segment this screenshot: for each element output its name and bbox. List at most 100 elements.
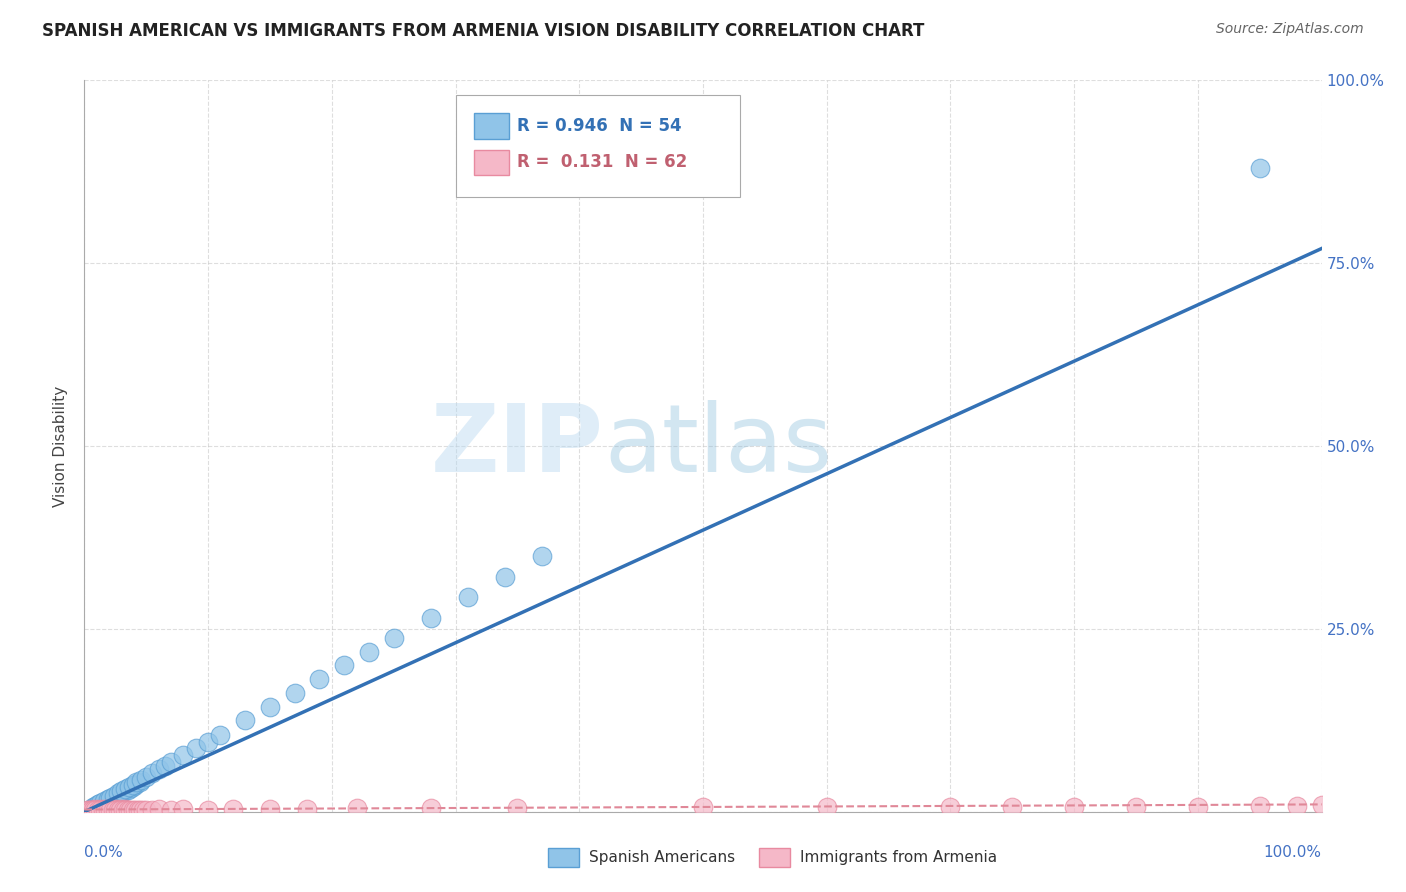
Point [284,686,307,700]
Point [939,800,962,814]
Point [121,803,143,817]
Text: 100.0%: 100.0% [1264,845,1322,860]
Point [121,778,143,792]
Point [97,792,120,806]
Point [117,803,139,817]
Point [114,803,136,817]
Point [96,795,118,809]
FancyBboxPatch shape [456,95,740,197]
Point [333,658,356,673]
Point [110,802,132,816]
Point [82,803,104,817]
Point [129,772,152,787]
Point [87,803,110,817]
Point [84,798,107,813]
Point [1249,161,1271,175]
Point [98,790,121,805]
Point [98,802,121,816]
Point [382,632,405,646]
Point [419,611,441,625]
Point [94,803,117,817]
Bar [474,113,509,139]
Point [104,790,127,805]
Point [87,803,110,817]
Point [111,803,134,817]
Point [101,803,124,817]
Point [184,741,207,756]
Text: R =  0.131  N = 62: R = 0.131 N = 62 [517,153,688,171]
Point [98,803,121,817]
Point [91,803,114,817]
Point [94,802,117,816]
Point [494,570,516,584]
Point [118,780,141,794]
Point [1285,798,1308,813]
Point [114,802,136,816]
Point [91,803,114,817]
Point [77,803,100,817]
Point [197,803,219,817]
Point [419,801,441,815]
Point [120,803,142,817]
Point [104,803,127,817]
Point [160,755,183,769]
Point [79,803,101,817]
Point [815,800,838,814]
Text: SPANISH AMERICAN VS IMMIGRANTS FROM ARMENIA VISION DISABILITY CORRELATION CHART: SPANISH AMERICAN VS IMMIGRANTS FROM ARME… [42,22,925,40]
Point [160,803,183,817]
Point [100,791,122,805]
Point [1310,798,1333,813]
Text: Source: ZipAtlas.com: Source: ZipAtlas.com [1216,22,1364,37]
Point [117,782,139,797]
Point [129,775,152,789]
Point [107,803,129,817]
Point [114,782,136,797]
Point [1001,799,1024,814]
Point [97,803,120,817]
Point [101,803,124,817]
Point [692,800,714,814]
Point [97,803,120,817]
Point [91,797,114,811]
Text: ZIP: ZIP [432,400,605,492]
Point [112,784,135,798]
Point [172,748,194,763]
Point [131,803,153,817]
Point [108,789,131,803]
Point [125,777,148,791]
Point [82,803,104,817]
Y-axis label: Vision Disability: Vision Disability [53,385,69,507]
Point [148,802,170,816]
Point [295,802,318,816]
Point [120,780,142,795]
Bar [759,848,790,867]
Text: Spanish Americans: Spanish Americans [589,850,735,865]
Point [531,549,554,564]
Point [84,803,107,817]
Point [110,784,132,798]
Point [222,802,245,816]
Point [125,775,148,789]
Point [122,779,145,793]
Point [506,801,529,815]
Point [172,802,194,816]
Point [86,799,108,814]
Point [93,794,115,808]
Point [127,803,149,817]
Point [117,803,139,817]
Point [129,803,152,817]
Point [82,800,104,814]
Point [98,793,121,807]
Text: 0.0%: 0.0% [84,845,124,860]
Point [209,728,232,742]
Point [457,591,479,605]
Point [111,803,134,817]
Point [1125,799,1147,814]
Point [103,789,125,803]
Point [124,803,146,817]
Point [1063,799,1085,814]
Point [83,801,105,815]
Point [357,644,380,658]
Point [79,802,101,816]
Point [153,758,176,772]
